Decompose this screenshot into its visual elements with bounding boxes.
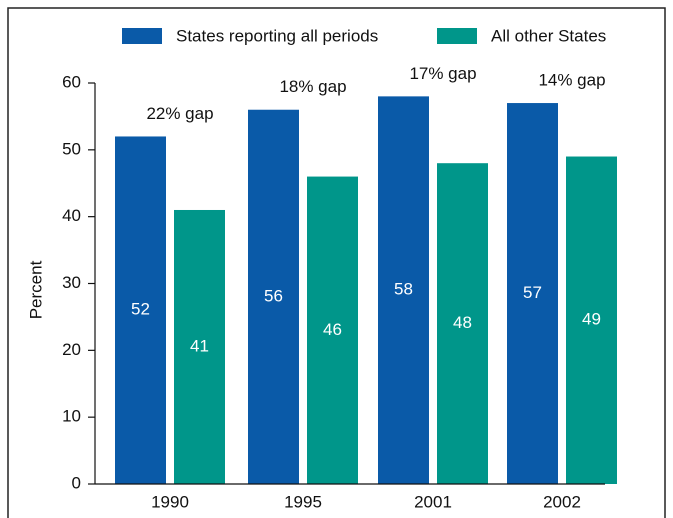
annotation: 22% gap xyxy=(146,104,213,123)
bar xyxy=(174,209,225,484)
bar xyxy=(507,103,558,485)
value-label: 58 xyxy=(394,280,413,299)
legend-swatch xyxy=(122,28,162,44)
legend-swatch xyxy=(437,28,477,44)
y-tick-label: 10 xyxy=(62,407,81,426)
value-label: 57 xyxy=(523,283,542,302)
legend-label: All other States xyxy=(491,26,606,45)
x-tick-label: 1990 xyxy=(151,492,189,511)
bar xyxy=(307,176,358,485)
x-tick-label: 1995 xyxy=(284,492,322,511)
bar xyxy=(566,156,617,484)
bar xyxy=(248,109,299,484)
annotation: 18% gap xyxy=(279,77,346,96)
y-tick-label: 30 xyxy=(62,273,81,292)
x-tick-label: 2001 xyxy=(414,492,452,511)
y-tick-label: 0 xyxy=(72,473,81,492)
legend-label: States reporting all periods xyxy=(176,26,378,45)
bar xyxy=(115,136,166,484)
annotation: 14% gap xyxy=(538,71,605,90)
value-label: 48 xyxy=(453,313,472,332)
value-label: 49 xyxy=(582,310,601,329)
frame xyxy=(7,7,666,518)
bar xyxy=(437,163,488,484)
y-axis-label: Percent xyxy=(26,260,45,319)
value-label: 56 xyxy=(264,286,283,305)
y-tick-label: 40 xyxy=(62,206,81,225)
y-tick-label: 20 xyxy=(62,340,81,359)
y-tick-label: 60 xyxy=(62,72,81,91)
y-tick-label: 50 xyxy=(62,139,81,158)
annotation: 17% gap xyxy=(409,64,476,83)
value-label: 46 xyxy=(323,320,342,339)
value-label: 52 xyxy=(131,300,150,319)
bar xyxy=(378,96,429,484)
value-label: 41 xyxy=(190,336,209,355)
x-tick-label: 2002 xyxy=(543,492,581,511)
